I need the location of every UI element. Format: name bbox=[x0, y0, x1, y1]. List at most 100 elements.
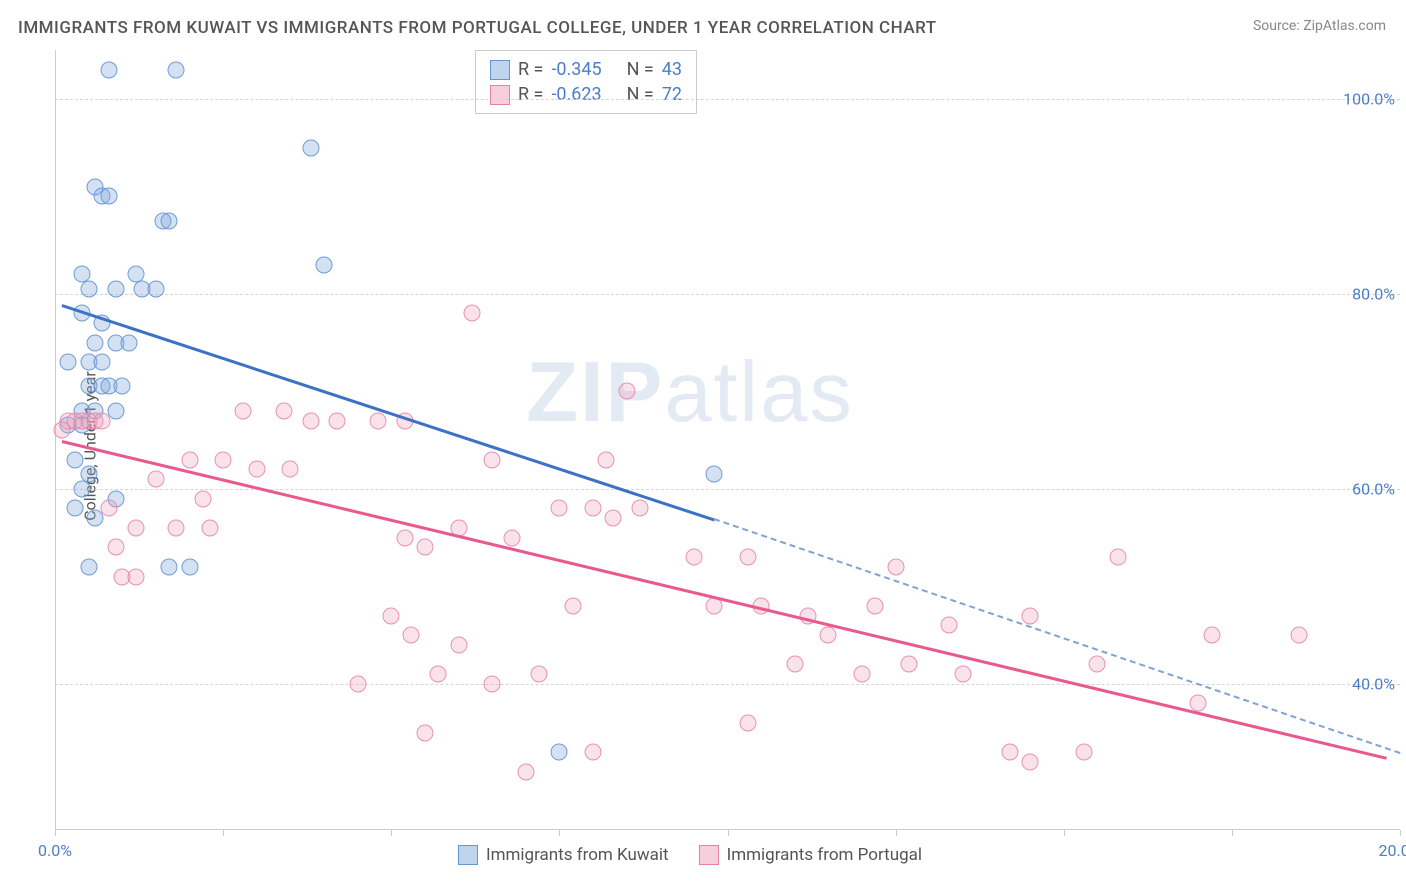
scatter-point bbox=[60, 354, 77, 371]
bottom-legend: Immigrants from Kuwait Immigrants from P… bbox=[458, 845, 922, 865]
legend-swatch-pink bbox=[490, 85, 510, 105]
scatter-point bbox=[302, 139, 319, 156]
scatter-point bbox=[551, 744, 568, 761]
scatter-point bbox=[100, 61, 117, 78]
y-tick-label: 80.0% bbox=[1352, 284, 1395, 303]
scatter-point bbox=[194, 490, 211, 507]
x-tick bbox=[1400, 830, 1401, 836]
scatter-point bbox=[685, 549, 702, 566]
scatter-point bbox=[1291, 627, 1308, 644]
source-name: ZipAtlas.com bbox=[1303, 18, 1386, 34]
scatter-point bbox=[504, 529, 521, 546]
watermark-rest: atlas bbox=[664, 345, 854, 440]
scatter-point bbox=[585, 500, 602, 517]
scatter-point bbox=[248, 461, 265, 478]
scatter-point bbox=[127, 266, 144, 283]
scatter-point bbox=[87, 334, 104, 351]
scatter-point bbox=[1109, 549, 1126, 566]
n-prefix: N = bbox=[627, 59, 654, 80]
scatter-point bbox=[161, 558, 178, 575]
scatter-point bbox=[430, 666, 447, 683]
scatter-point bbox=[706, 466, 723, 483]
scatter-point bbox=[463, 305, 480, 322]
scatter-point bbox=[867, 597, 884, 614]
scatter-point bbox=[275, 402, 292, 419]
scatter-point bbox=[329, 412, 346, 429]
scatter-point bbox=[127, 519, 144, 536]
scatter-point bbox=[302, 412, 319, 429]
y-axis-line bbox=[55, 50, 56, 830]
scatter-point bbox=[201, 519, 218, 536]
x-tick-label: 20.0% bbox=[1379, 841, 1406, 860]
scatter-point bbox=[215, 451, 232, 468]
scatter-point bbox=[94, 354, 111, 371]
legend-row-kuwait: R = -0.345 N = 43 bbox=[490, 57, 682, 82]
correlation-legend-box: R = -0.345 N = 43 R = -0.623 N = 72 bbox=[475, 50, 697, 114]
n-prefix: N = bbox=[627, 84, 654, 105]
scatter-point bbox=[450, 636, 467, 653]
scatter-point bbox=[941, 617, 958, 634]
legend-swatch-pink bbox=[699, 845, 719, 865]
r-prefix: R = bbox=[518, 84, 543, 105]
scatter-point bbox=[107, 280, 124, 297]
scatter-point bbox=[585, 744, 602, 761]
scatter-point bbox=[94, 412, 111, 429]
legend-row-portugal: R = -0.623 N = 72 bbox=[490, 82, 682, 107]
x-tick bbox=[896, 830, 897, 836]
scatter-point bbox=[416, 724, 433, 741]
x-tick bbox=[728, 830, 729, 836]
r-value-portugal: -0.623 bbox=[551, 84, 601, 105]
scatter-point bbox=[484, 675, 501, 692]
scatter-point bbox=[1022, 753, 1039, 770]
scatter-point bbox=[147, 280, 164, 297]
scatter-point bbox=[739, 549, 756, 566]
scatter-point bbox=[349, 675, 366, 692]
gridline-h bbox=[55, 99, 1400, 100]
watermark: ZIPatlas bbox=[526, 344, 854, 442]
x-tick bbox=[55, 830, 56, 836]
scatter-point bbox=[854, 666, 871, 683]
bottom-legend-portugal: Immigrants from Portugal bbox=[699, 845, 922, 865]
scatter-point bbox=[181, 451, 198, 468]
scatter-point bbox=[316, 256, 333, 273]
scatter-chart: ZIPatlas R = -0.345 N = 43 R = -0.623 N … bbox=[55, 50, 1325, 830]
legend-label-kuwait: Immigrants from Kuwait bbox=[486, 845, 669, 865]
scatter-point bbox=[1075, 744, 1092, 761]
scatter-point bbox=[282, 461, 299, 478]
scatter-point bbox=[1190, 695, 1207, 712]
scatter-point bbox=[120, 334, 137, 351]
scatter-point bbox=[605, 510, 622, 527]
legend-swatch-blue bbox=[458, 845, 478, 865]
scatter-point bbox=[80, 280, 97, 297]
x-tick bbox=[1232, 830, 1233, 836]
y-tick-label: 100.0% bbox=[1343, 89, 1395, 108]
scatter-point bbox=[1203, 627, 1220, 644]
scatter-point bbox=[820, 627, 837, 644]
scatter-point bbox=[739, 714, 756, 731]
scatter-point bbox=[168, 61, 185, 78]
x-tick bbox=[391, 830, 392, 836]
scatter-point bbox=[632, 500, 649, 517]
scatter-point bbox=[786, 656, 803, 673]
scatter-point bbox=[369, 412, 386, 429]
n-value-portugal: 72 bbox=[662, 84, 682, 105]
legend-swatch-blue bbox=[490, 60, 510, 80]
chart-title: IMMIGRANTS FROM KUWAIT VS IMMIGRANTS FRO… bbox=[18, 18, 937, 38]
scatter-point bbox=[168, 519, 185, 536]
x-tick-label: 0.0% bbox=[38, 841, 72, 860]
scatter-point bbox=[1022, 607, 1039, 624]
scatter-point bbox=[383, 607, 400, 624]
n-value-kuwait: 43 bbox=[662, 59, 682, 80]
x-tick bbox=[559, 830, 560, 836]
scatter-point bbox=[403, 627, 420, 644]
scatter-point bbox=[1001, 744, 1018, 761]
x-tick bbox=[223, 830, 224, 836]
source-attribution: Source: ZipAtlas.com bbox=[1253, 18, 1386, 34]
scatter-point bbox=[107, 539, 124, 556]
scatter-point bbox=[147, 471, 164, 488]
scatter-point bbox=[531, 666, 548, 683]
scatter-point bbox=[564, 597, 581, 614]
scatter-point bbox=[114, 378, 131, 395]
scatter-point bbox=[954, 666, 971, 683]
legend-label-portugal: Immigrants from Portugal bbox=[727, 845, 922, 865]
